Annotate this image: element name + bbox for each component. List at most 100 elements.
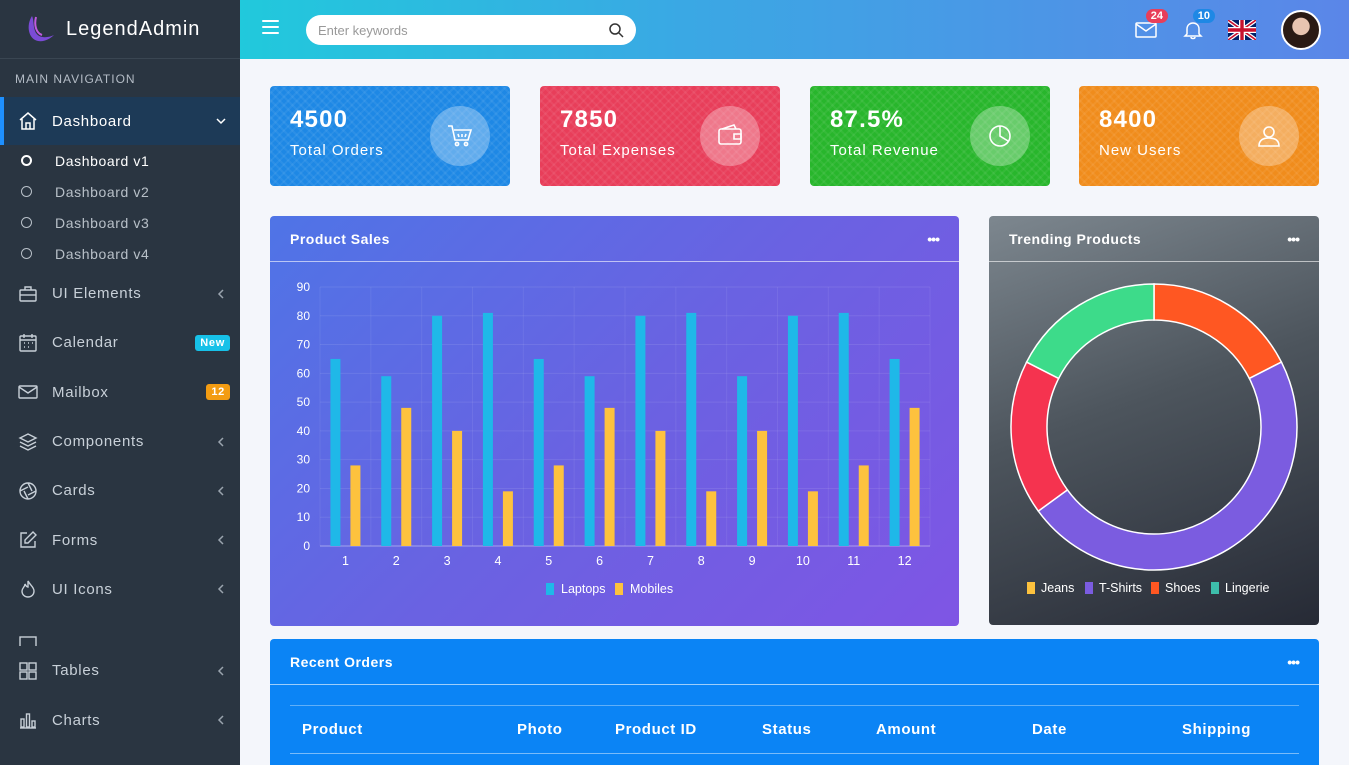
bar-mobiles[interactable] [553, 465, 564, 546]
sidebar-item-components[interactable]: Components [0, 417, 240, 466]
column-header-shipping[interactable]: Shipping [1182, 721, 1251, 738]
sidebar-item-partial[interactable] [0, 614, 240, 647]
donut-slice-shoes[interactable] [1153, 283, 1283, 380]
search-input[interactable] [318, 22, 608, 38]
donut-slice-t-shirts[interactable] [1037, 361, 1298, 571]
bar-chart-icon [18, 710, 38, 730]
bar-mobiles[interactable] [401, 407, 412, 546]
stat-label: New Users [1099, 142, 1182, 159]
bar-laptops[interactable] [533, 358, 544, 546]
column-header-product[interactable]: Product [302, 721, 363, 738]
bar-mobiles[interactable] [452, 430, 463, 546]
bar-laptops[interactable] [787, 315, 798, 546]
legend-swatch [1027, 582, 1035, 594]
stat-card-new-users[interactable]: 8400 New Users [1079, 86, 1319, 186]
sidebar-item-dashboard[interactable]: Dashboard [0, 97, 240, 145]
x-tick-label: 3 [444, 554, 451, 568]
donut-slice-lingerie[interactable] [1025, 283, 1155, 380]
chevron-left-icon [214, 532, 228, 548]
sidebar-item-cards[interactable]: Cards [0, 466, 240, 515]
stat-value: 7850 [560, 106, 619, 133]
legend-label[interactable]: T-Shirts [1099, 581, 1142, 595]
bar-laptops[interactable] [584, 376, 595, 546]
nav-header: MAIN NAVIGATION [15, 72, 136, 86]
y-tick-label: 80 [297, 309, 311, 323]
search-icon[interactable] [608, 22, 624, 38]
legend-label[interactable]: Lingerie [1225, 581, 1270, 595]
bar-mobiles[interactable] [655, 430, 666, 546]
sidebar-subitem-dashboard-v4[interactable]: Dashboard v4 [0, 238, 240, 269]
legend-label[interactable]: Laptops [561, 582, 605, 596]
bar-mobiles[interactable] [807, 491, 818, 546]
layers-icon [18, 432, 38, 452]
column-header-date[interactable]: Date [1032, 721, 1067, 738]
menu-toggle-icon[interactable] [262, 20, 279, 34]
sidebar-item-tables[interactable]: Tables [0, 646, 240, 695]
bar-laptops[interactable] [889, 358, 900, 546]
card-title: Trending Products [1009, 230, 1142, 247]
legend-label[interactable]: Jeans [1041, 581, 1074, 595]
sidebar-subitem-dashboard-v3[interactable]: Dashboard v3 [0, 207, 240, 238]
sidebar-badge: 12 [206, 384, 230, 401]
x-tick-label: 10 [796, 554, 810, 568]
y-tick-label: 40 [297, 424, 311, 438]
notifications-button[interactable]: 10 [1177, 9, 1215, 46]
column-header-status[interactable]: Status [762, 721, 812, 738]
sidebar-subitem-label: Dashboard v1 [55, 152, 150, 169]
more-options-icon[interactable]: ••• [1287, 653, 1300, 670]
briefcase-icon [18, 284, 38, 304]
bar-laptops[interactable] [737, 376, 748, 546]
mail-button[interactable]: 24 [1130, 9, 1168, 46]
bar-mobiles[interactable] [706, 491, 717, 546]
stat-card-total-revenue[interactable]: 87.5% Total Revenue [810, 86, 1050, 186]
sidebar-item-ui-icons[interactable]: UI Icons [0, 565, 240, 614]
bar-laptops[interactable] [635, 315, 646, 546]
bar-mobiles[interactable] [909, 407, 920, 546]
card-header: Recent Orders ••• [270, 639, 1319, 685]
sidebar-item-label: Components [52, 433, 145, 451]
notification-count-badge: 10 [1192, 9, 1215, 23]
pie-icon [970, 106, 1030, 166]
bar-laptops[interactable] [330, 358, 341, 546]
sidebar: LegendAdmin MAIN NAVIGATION Dashboard Da… [0, 0, 240, 765]
x-tick-label: 1 [342, 554, 349, 568]
sidebar-item-calendar[interactable]: Calendar New [0, 318, 240, 367]
stat-value: 4500 [290, 106, 349, 133]
stat-card-total-orders[interactable]: 4500 Total Orders [270, 86, 510, 186]
donut-slice-jeans[interactable] [1010, 361, 1069, 513]
user-avatar[interactable] [1281, 10, 1321, 50]
legend-swatch [1211, 582, 1219, 594]
chevron-left-icon [214, 286, 228, 302]
column-header-amount[interactable]: Amount [876, 721, 937, 738]
more-options-icon[interactable]: ••• [927, 230, 940, 247]
stat-card-total-expenses[interactable]: 7850 Total Expenses [540, 86, 780, 186]
x-tick-label: 11 [847, 554, 860, 568]
sidebar-subitem-dashboard-v1[interactable]: Dashboard v1 [0, 145, 240, 176]
bar-laptops[interactable] [838, 312, 849, 546]
y-tick-label: 0 [303, 539, 310, 553]
language-button[interactable] [1226, 14, 1258, 46]
legend-label[interactable]: Shoes [1165, 581, 1200, 595]
bar-mobiles[interactable] [858, 465, 869, 546]
grid-icon [18, 661, 38, 681]
bar-laptops[interactable] [381, 376, 392, 546]
bar-mobiles[interactable] [350, 465, 361, 546]
bar-laptops[interactable] [482, 312, 493, 546]
sidebar-subitem-dashboard-v2[interactable]: Dashboard v2 [0, 176, 240, 207]
bar-mobiles[interactable] [604, 407, 615, 546]
sidebar-item-forms[interactable]: Forms [0, 515, 240, 564]
legend-swatch [615, 583, 623, 595]
bar-mobiles[interactable] [502, 491, 513, 546]
bar-mobiles[interactable] [757, 430, 768, 546]
column-header-product-id[interactable]: Product ID [615, 721, 697, 738]
bar-laptops[interactable] [432, 315, 443, 546]
brand-logo-icon [28, 16, 54, 42]
more-options-icon[interactable]: ••• [1287, 230, 1300, 247]
brand[interactable]: LegendAdmin [0, 0, 240, 59]
column-header-photo[interactable]: Photo [517, 721, 563, 738]
sidebar-item-mailbox[interactable]: Mailbox 12 [0, 368, 240, 417]
legend-label[interactable]: Mobiles [630, 582, 673, 596]
sidebar-item-ui-elements[interactable]: UI Elements [0, 269, 240, 318]
bar-laptops[interactable] [686, 312, 697, 546]
sidebar-item-charts[interactable]: Charts [0, 695, 240, 744]
